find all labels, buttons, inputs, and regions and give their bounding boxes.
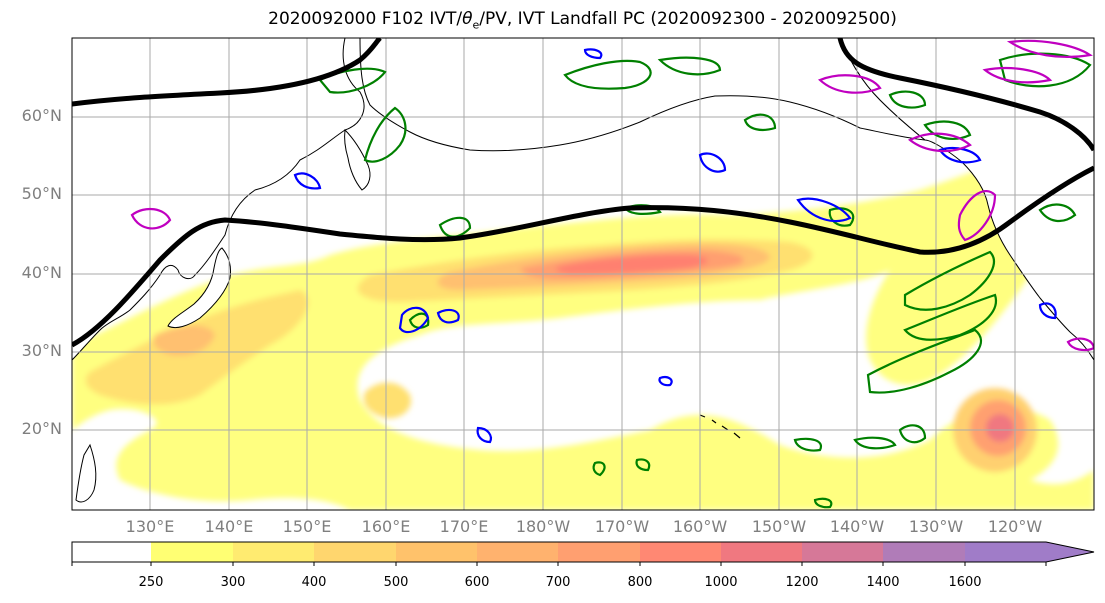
pv-blue-8	[476, 426, 492, 444]
coast-philippines	[75, 443, 97, 503]
pv-green-11	[828, 207, 855, 227]
lat-label-20n: 20°N	[21, 419, 62, 438]
pv-blue-3	[398, 306, 430, 334]
pv-green-6	[743, 113, 777, 131]
lon-label-140e: 140°E	[204, 517, 254, 536]
pv-green-13	[903, 293, 998, 341]
colorbar-seg-1	[151, 542, 233, 562]
pv-green-17	[793, 437, 823, 452]
lon-label-130e: 130°E	[125, 517, 175, 536]
lat-label-60n: 60°N	[21, 106, 62, 125]
lon-label-130w: 130°W	[908, 517, 964, 536]
lon-label-150e: 150°E	[282, 517, 332, 536]
colorbar-seg-11	[965, 542, 1094, 562]
pv-blue-1	[698, 152, 727, 173]
colorbar-seg-8	[721, 542, 802, 562]
ivt-band-500-b	[153, 325, 215, 356]
map-title: 2020092000 F102 IVT/θe/PV, IVT Landfall …	[268, 9, 897, 32]
colorbar-label-250: 250	[138, 575, 164, 590]
colorbar-seg-0	[72, 542, 151, 562]
colorbar-label-1200: 1200	[785, 575, 819, 590]
pv-blue-9	[658, 376, 673, 387]
coast-north-america	[839, 38, 1094, 361]
pv-blue-2	[796, 197, 852, 222]
lon-label-140w: 140°W	[829, 517, 885, 536]
pv-green-1	[363, 106, 407, 163]
colorbar-seg-4	[396, 542, 477, 562]
pv-green-8	[998, 52, 1092, 88]
map-border	[71, 37, 1095, 511]
colorbar-seg-6	[558, 542, 640, 562]
coast-hawaii	[699, 414, 741, 439]
colorbar-seg-2	[233, 542, 314, 562]
pv-green-15	[853, 436, 897, 450]
colorbar-label-1000: 1000	[704, 575, 738, 590]
pv-green-12	[903, 250, 995, 311]
colorbar-label-600: 600	[464, 575, 490, 590]
colorbar-label-1600: 1600	[948, 575, 982, 590]
pv-magenta-5	[982, 66, 1053, 84]
pv-magenta-4	[957, 190, 997, 242]
colorbar-seg-5	[477, 542, 558, 562]
lon-label-180w: 180°W	[515, 517, 571, 536]
pv-magenta-3	[907, 132, 972, 153]
colorbar-seg-10	[883, 542, 965, 562]
ivt-band-800	[555, 254, 708, 275]
lat-label-40n: 40°N	[21, 263, 62, 282]
pv-magenta-2	[817, 74, 882, 94]
colorbar-label-500: 500	[383, 575, 409, 590]
theta-contour-south	[72, 165, 1094, 348]
pv-magenta-1	[130, 207, 172, 230]
pv-green-22	[1038, 203, 1077, 223]
pv-green-16	[898, 424, 927, 444]
pv-green-4	[657, 56, 722, 76]
colorbar-label-700: 700	[545, 575, 571, 590]
pv-green-19	[592, 461, 606, 477]
pv-contours-blue	[293, 48, 1057, 444]
colorbar-label-400: 400	[301, 575, 327, 590]
pv-blue-10	[583, 48, 603, 60]
lon-label-170e: 170°E	[439, 517, 489, 536]
pv-green-14	[866, 328, 982, 394]
theta-contours	[72, 38, 1094, 348]
pv-green-5	[888, 90, 927, 109]
pv-green-20	[635, 458, 651, 472]
ivt-band-250-b	[613, 471, 759, 510]
lon-label-150w: 150°W	[751, 517, 807, 536]
pv-blue-7	[1038, 302, 1057, 320]
colorbar-label-800: 800	[627, 575, 653, 590]
pv-blue-6	[938, 146, 982, 164]
pv-blue-5	[293, 172, 322, 190]
colorbar-seg-7	[640, 542, 721, 562]
theta-contour-ne	[837, 38, 1094, 152]
colorbar-label-1400: 1400	[866, 575, 900, 590]
lat-label-50n: 50°N	[21, 184, 62, 203]
coast-japan	[167, 247, 231, 329]
coast-kamchatka	[344, 128, 371, 191]
pv-blue-4	[436, 308, 460, 324]
ivt-band-300-c	[363, 382, 411, 419]
ivt-blob-inner	[986, 414, 1014, 442]
pv-green-21	[408, 312, 430, 329]
lon-label-160w: 160°W	[672, 517, 728, 536]
colorbar-seg-3	[314, 542, 396, 562]
pv-green-18	[813, 497, 833, 509]
colorbar-outline	[71, 541, 1095, 563]
lat-label-30n: 30°N	[21, 341, 62, 360]
pv-green-10	[438, 216, 472, 238]
lon-label-170w: 170°W	[594, 517, 650, 536]
colorbar-label-300: 300	[220, 575, 246, 590]
colorbar	[71, 541, 1095, 566]
gridlines	[72, 38, 1094, 510]
pv-magenta-6	[1006, 39, 1093, 58]
lon-label-120w: 120°W	[987, 517, 1043, 536]
pv-green-7	[923, 120, 972, 140]
lon-label-160e: 160°E	[361, 517, 411, 536]
pv-green-3	[563, 59, 652, 90]
pv-magenta-7	[1066, 337, 1094, 352]
colorbar-seg-9	[802, 542, 883, 562]
pv-contours-magenta	[130, 39, 1094, 352]
theta-contour-north	[72, 38, 382, 107]
